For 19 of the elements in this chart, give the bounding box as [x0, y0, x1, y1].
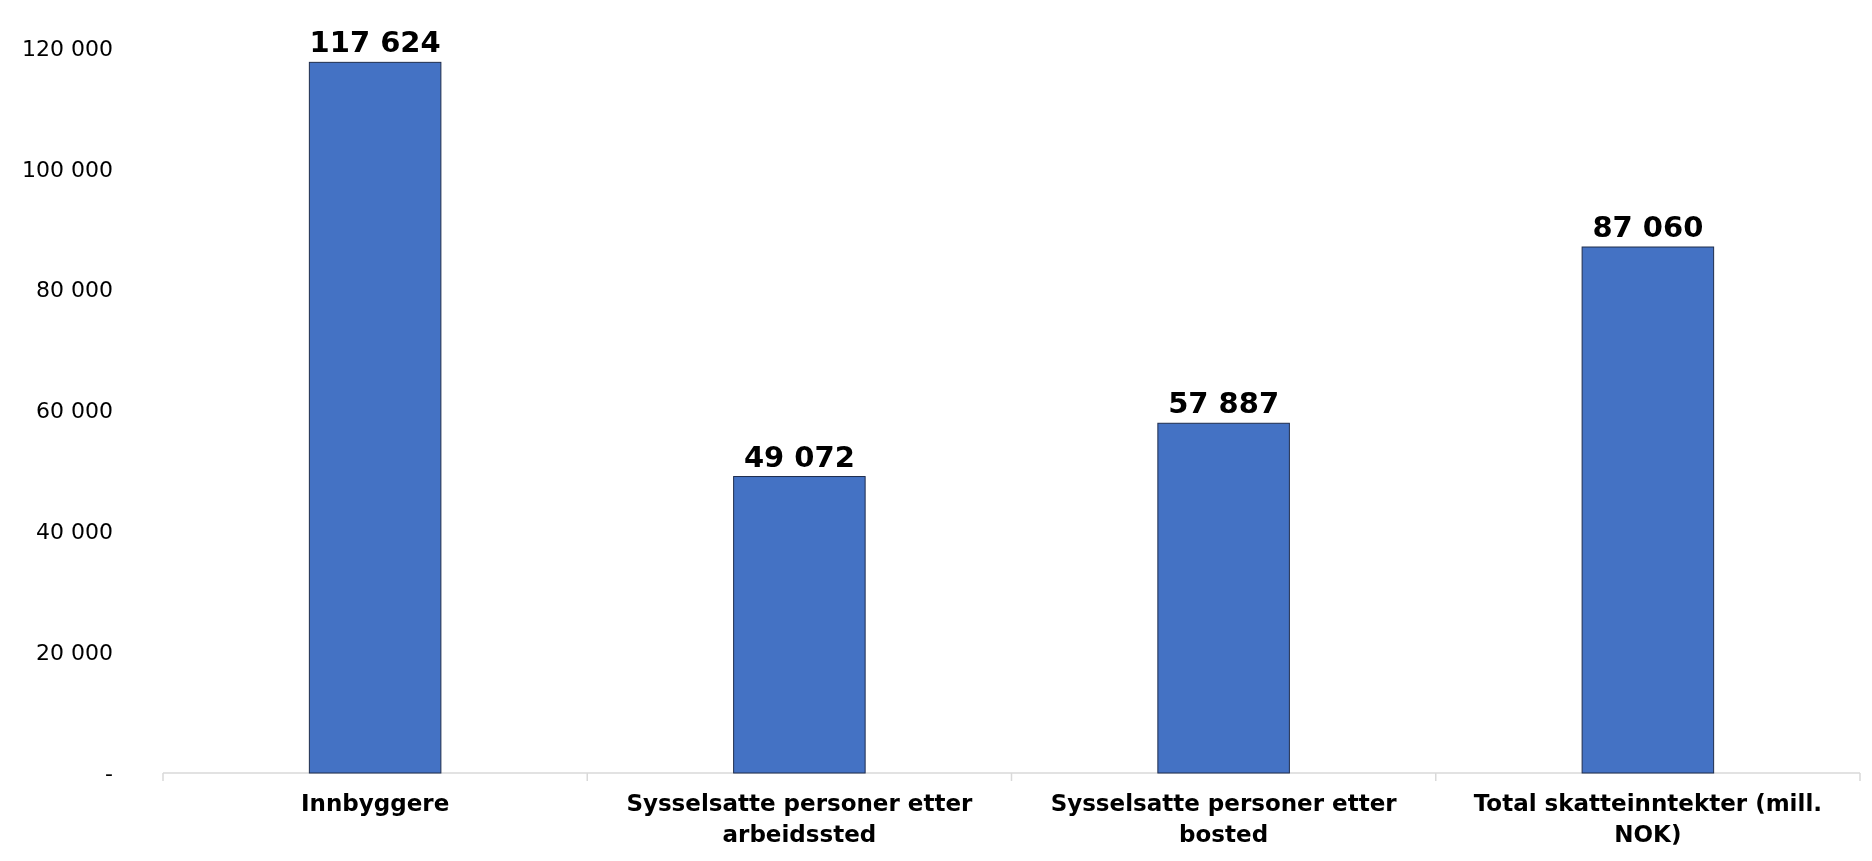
y-tick-label: 80 000 — [36, 277, 113, 303]
data-label: 87 060 — [1592, 210, 1704, 245]
y-tick-label: 120 000 — [22, 35, 113, 61]
x-tick-label: Sysselsatte personer etter arbeidssted — [626, 790, 974, 847]
x-tick-label: Innbyggere — [301, 790, 450, 816]
bar — [308, 61, 442, 774]
bar — [733, 476, 866, 774]
y-tick-label: 20 000 — [36, 639, 113, 665]
bar — [1581, 246, 1715, 774]
y-tick-label: - — [105, 760, 113, 786]
y-tick-label: 60 000 — [36, 398, 113, 424]
bar — [1157, 422, 1290, 774]
y-tick-label: 40 000 — [36, 519, 113, 545]
x-tick-label: Total skatteinntekter (mill. NOK) — [1473, 790, 1823, 847]
data-label: 117 624 — [309, 25, 441, 60]
x-tick-label: Sysselsatte personer etter bosted — [1050, 790, 1398, 847]
data-label: 57 887 — [1168, 386, 1280, 421]
data-label: 49 072 — [743, 439, 855, 474]
y-tick-label: 100 000 — [22, 156, 113, 182]
